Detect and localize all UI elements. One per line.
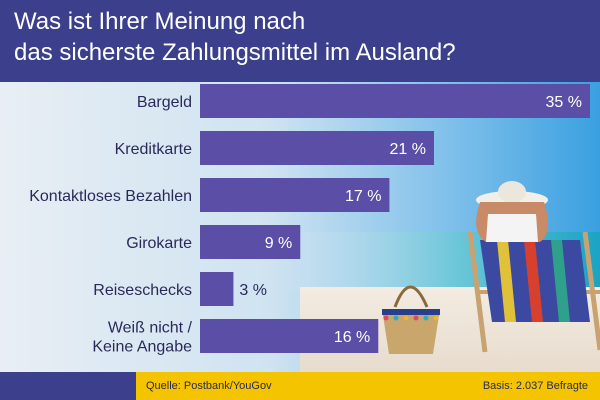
bar [200, 319, 379, 353]
bar-chart: 35 % Bargeld 21 % Kreditkarte 17 % Kontaktlos… [29, 84, 590, 356]
bar [200, 272, 234, 306]
bar-value-label: 35 % [546, 94, 582, 111]
deck-chair [467, 231, 600, 353]
category-label: Bargeld [137, 94, 192, 111]
source-text: Quelle: Postbank/YouGov [146, 380, 272, 392]
bars-layer: 35 % Bargeld 21 % Kreditkarte 17 % Kontaktlos… [29, 84, 590, 356]
footer-bar [136, 372, 600, 400]
person [476, 181, 549, 242]
category-label: Kontaktloses Bezahlen [29, 188, 192, 205]
bar-value-label: 3 % [239, 282, 267, 299]
bar-value-label: 17 % [345, 188, 381, 205]
bar [200, 225, 301, 259]
beach-bag [382, 285, 440, 354]
bar [200, 131, 434, 165]
chart-area: 35 % Bargeld 21 % Kreditkarte 17 % Kontaktlos… [0, 82, 600, 372]
category-label: Reiseschecks [93, 282, 192, 299]
header-banner: Was ist Ihrer Meinung nach das sicherste… [0, 0, 600, 82]
bar-value-label: 16 % [334, 329, 370, 346]
footer-accent-left [0, 372, 136, 400]
category-label: Kreditkarte [115, 141, 192, 158]
category-label: Weiß nicht / Keine Angabe [92, 320, 192, 356]
title-line-1: Was ist Ihrer Meinung nach [14, 8, 306, 35]
bar [200, 178, 390, 212]
chart-title: Was ist Ihrer Meinung nach das sicherste… [14, 6, 584, 68]
footer: Quelle: Postbank/YouGov Basis: 2.037 Bef… [0, 372, 600, 400]
basis-text: Basis: 2.037 Befragte [482, 380, 588, 392]
title-line-2: das sicherste Zahlungsmittel im Ausland? [14, 39, 456, 66]
category-label: Girokarte [126, 235, 192, 252]
bar-value-label: 9 % [265, 235, 293, 252]
bar [200, 84, 590, 118]
bar-value-label: 21 % [390, 141, 426, 158]
